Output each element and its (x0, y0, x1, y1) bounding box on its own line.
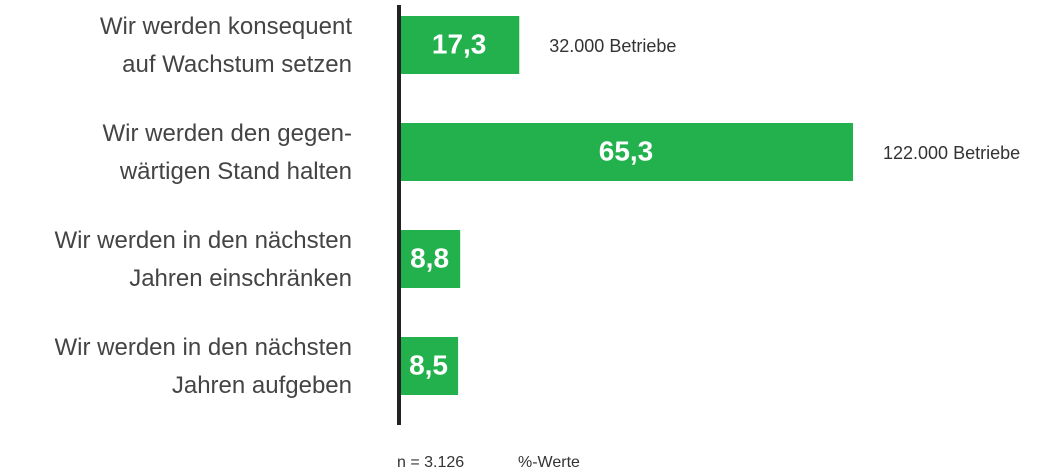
category-line: Wir werden den gegen- (103, 120, 352, 147)
bar (399, 16, 520, 74)
value-label: 8,5 (409, 349, 448, 380)
category-line: Wir werden in den nächsten (55, 227, 353, 254)
category-label: Wir werden den gegen-wärtigen Stand halt… (103, 120, 352, 185)
category-line: auf Wachstum setzen (122, 51, 352, 78)
category-line: Jahren aufgeben (172, 372, 352, 399)
category-label: Wir werden in den nächsten Jahren einschr… (55, 227, 353, 292)
category-line: wärtigen Stand halten (119, 158, 352, 185)
value-label: 8,8 (410, 242, 449, 273)
bar (399, 230, 461, 288)
bar (399, 123, 853, 181)
unit-note: %-Werte (518, 454, 580, 471)
sample-note: n = 3.126 (397, 454, 464, 471)
value-label: 17,3 (432, 28, 487, 59)
bar (399, 337, 459, 395)
category-line: Wir werden konsequent (100, 13, 352, 40)
value-label: 65,3 (599, 135, 654, 166)
annotation: 32.000 Betriebe (549, 36, 676, 56)
category-line: Wir werden in den nächsten (55, 334, 353, 361)
annotation: 122.000 Betriebe (883, 143, 1020, 163)
category-label: Wir werden konsequent auf Wachstum setzen (100, 13, 352, 78)
category-label: Wir werden in den nächsten Jahren aufgebe… (55, 334, 353, 399)
category-line: Jahren einschränken (129, 265, 352, 292)
